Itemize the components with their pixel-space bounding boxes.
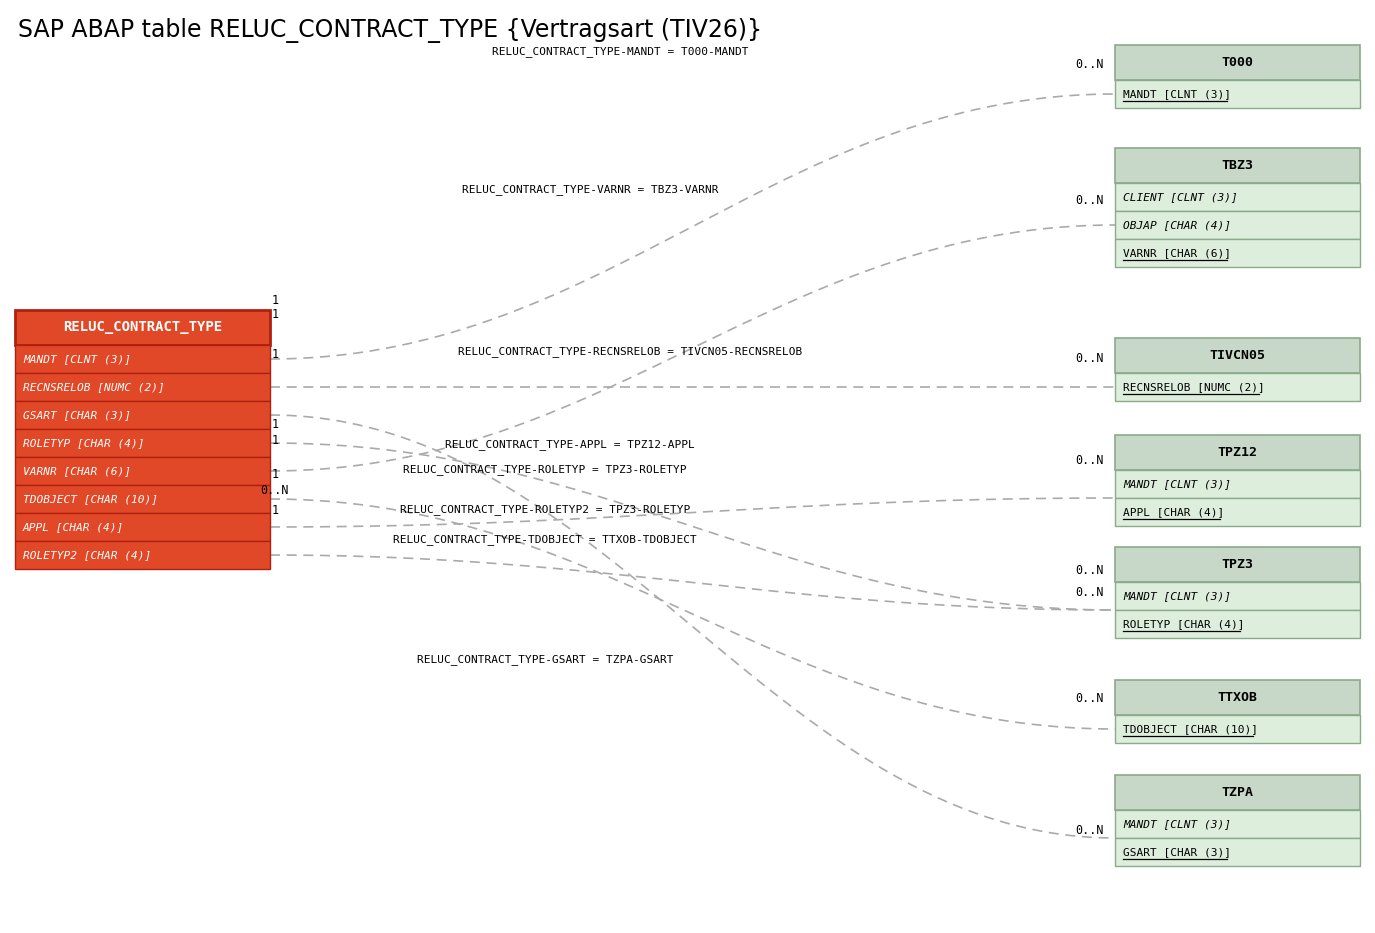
Text: 0..N: 0..N (1075, 453, 1104, 466)
Text: MANDT [CLNT (3)]: MANDT [CLNT (3)] (1123, 819, 1231, 829)
Text: VARNR [CHAR (6)]: VARNR [CHAR (6)] (23, 466, 131, 476)
Text: RELUC_CONTRACT_TYPE-RECNSRELOB = TIVCN05-RECNSRELOB: RELUC_CONTRACT_TYPE-RECNSRELOB = TIVCN05… (458, 346, 802, 357)
Text: TIVCN05: TIVCN05 (1210, 349, 1265, 362)
Bar (1115, 338, 1360, 373)
Bar (15, 485, 270, 513)
Text: 1: 1 (271, 294, 279, 307)
Text: MANDT [CLNT (3)]: MANDT [CLNT (3)] (23, 354, 131, 364)
Text: VARNR [CHAR (6)]: VARNR [CHAR (6)] (1123, 248, 1231, 258)
Bar (1115, 239, 1360, 267)
Text: 0..N: 0..N (1075, 59, 1104, 72)
Bar (1115, 547, 1360, 582)
Bar (15, 310, 270, 345)
Text: 0..N: 0..N (261, 483, 289, 496)
Text: RELUC_CONTRACT_TYPE-ROLETYP = TPZ3-ROLETYP: RELUC_CONTRACT_TYPE-ROLETYP = TPZ3-ROLET… (403, 465, 686, 476)
Text: RELUC_CONTRACT_TYPE-APPL = TPZ12-APPL: RELUC_CONTRACT_TYPE-APPL = TPZ12-APPL (446, 439, 694, 451)
Text: MANDT [CLNT (3)]: MANDT [CLNT (3)] (1123, 479, 1231, 489)
Bar (1115, 183, 1360, 211)
Text: MANDT [CLNT (3)]: MANDT [CLNT (3)] (1123, 591, 1231, 601)
Text: 1: 1 (271, 309, 279, 322)
Text: 1: 1 (271, 468, 279, 481)
Text: TPZ12: TPZ12 (1217, 446, 1258, 459)
Bar (1115, 373, 1360, 401)
Text: 1: 1 (271, 419, 279, 431)
Bar (1115, 838, 1360, 866)
Text: GSART [CHAR (3)]: GSART [CHAR (3)] (23, 410, 131, 420)
Text: RELUC_CONTRACT_TYPE-ROLETYP2 = TPZ3-ROLETYP: RELUC_CONTRACT_TYPE-ROLETYP2 = TPZ3-ROLE… (400, 505, 690, 515)
Bar (1115, 582, 1360, 610)
Text: RELUC_CONTRACT_TYPE: RELUC_CONTRACT_TYPE (63, 321, 221, 335)
Bar (15, 513, 270, 541)
Text: RELUC_CONTRACT_TYPE-GSART = TZPA-GSART: RELUC_CONTRACT_TYPE-GSART = TZPA-GSART (417, 655, 674, 665)
Bar (1115, 211, 1360, 239)
Text: 1: 1 (271, 504, 279, 517)
Text: TBZ3: TBZ3 (1221, 159, 1254, 172)
Bar (1115, 45, 1360, 80)
Text: CLIENT [CLNT (3)]: CLIENT [CLNT (3)] (1123, 192, 1238, 202)
Text: ROLETYP2 [CHAR (4)]: ROLETYP2 [CHAR (4)] (23, 550, 151, 560)
Text: RELUC_CONTRACT_TYPE-VARNR = TBZ3-VARNR: RELUC_CONTRACT_TYPE-VARNR = TBZ3-VARNR (462, 185, 718, 195)
Text: TDOBJECT [CHAR (10)]: TDOBJECT [CHAR (10)] (1123, 724, 1258, 734)
Bar (1115, 680, 1360, 715)
Text: 0..N: 0..N (1075, 586, 1104, 598)
Text: APPL [CHAR (4)]: APPL [CHAR (4)] (23, 522, 124, 532)
Text: RECNSRELOB [NUMC (2)]: RECNSRELOB [NUMC (2)] (23, 382, 165, 392)
Bar (1115, 775, 1360, 810)
Text: GSART [CHAR (3)]: GSART [CHAR (3)] (1123, 847, 1231, 857)
Text: RECNSRELOB [NUMC (2)]: RECNSRELOB [NUMC (2)] (1123, 382, 1265, 392)
Text: RELUC_CONTRACT_TYPE-TDOBJECT = TTXOB-TDOBJECT: RELUC_CONTRACT_TYPE-TDOBJECT = TTXOB-TDO… (393, 535, 697, 546)
Text: MANDT [CLNT (3)]: MANDT [CLNT (3)] (1123, 89, 1231, 99)
Text: SAP ABAP table RELUC_CONTRACT_TYPE {Vertragsart (TIV26)}: SAP ABAP table RELUC_CONTRACT_TYPE {Vert… (18, 18, 762, 43)
Bar (1115, 498, 1360, 526)
Text: ROLETYP [CHAR (4)]: ROLETYP [CHAR (4)] (23, 438, 144, 448)
Text: ROLETYP [CHAR (4)]: ROLETYP [CHAR (4)] (1123, 619, 1244, 629)
Text: TTXOB: TTXOB (1217, 691, 1258, 704)
Bar (15, 401, 270, 429)
Text: TPZ3: TPZ3 (1221, 558, 1254, 571)
Text: 0..N: 0..N (1075, 691, 1104, 704)
Bar (15, 429, 270, 457)
Bar (15, 541, 270, 569)
Text: RELUC_CONTRACT_TYPE-MANDT = T000-MANDT: RELUC_CONTRACT_TYPE-MANDT = T000-MANDT (492, 47, 748, 58)
Bar (1115, 148, 1360, 183)
Text: 1: 1 (271, 349, 279, 361)
Text: TDOBJECT [CHAR (10)]: TDOBJECT [CHAR (10)] (23, 494, 158, 504)
Text: 0..N: 0..N (1075, 352, 1104, 365)
Text: TZPA: TZPA (1221, 786, 1254, 799)
Bar (1115, 715, 1360, 743)
Text: 0..N: 0..N (1075, 824, 1104, 837)
Bar (15, 345, 270, 373)
Bar (15, 457, 270, 485)
Text: 0..N: 0..N (1075, 564, 1104, 577)
Bar (1115, 80, 1360, 108)
Bar (1115, 810, 1360, 838)
Bar (1115, 435, 1360, 470)
Text: APPL [CHAR (4)]: APPL [CHAR (4)] (1123, 507, 1224, 517)
Bar (15, 373, 270, 401)
Text: OBJAP [CHAR (4)]: OBJAP [CHAR (4)] (1123, 220, 1231, 230)
Bar (1115, 470, 1360, 498)
Text: 1: 1 (271, 434, 279, 447)
Text: 0..N: 0..N (1075, 193, 1104, 206)
Text: T000: T000 (1221, 56, 1254, 69)
Bar (1115, 610, 1360, 638)
